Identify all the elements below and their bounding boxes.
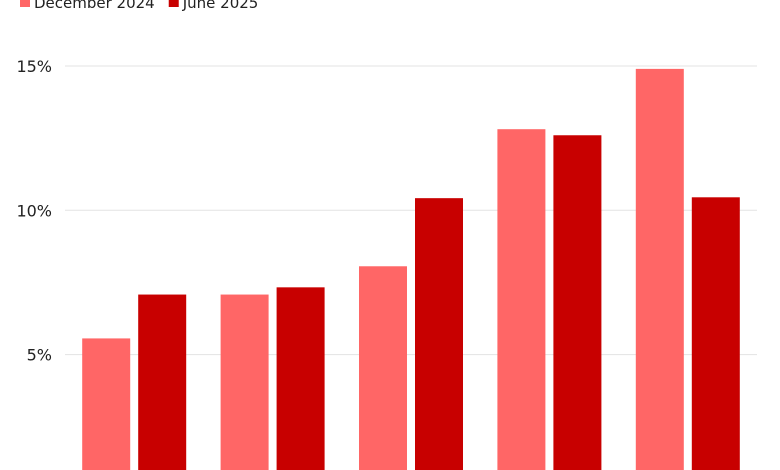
bar bbox=[82, 338, 131, 470]
bar bbox=[691, 197, 740, 470]
bar bbox=[276, 287, 325, 470]
legend-swatch bbox=[168, 0, 179, 7]
bar bbox=[220, 294, 269, 470]
legend-label: December 2024 bbox=[34, 0, 155, 12]
bar bbox=[359, 266, 407, 470]
legend-swatch bbox=[20, 0, 30, 7]
bar bbox=[553, 135, 602, 470]
y-tick-label: 15% bbox=[16, 57, 52, 76]
legend-label: June 2025 bbox=[182, 0, 259, 12]
bar bbox=[415, 198, 463, 470]
y-tick-label: 5% bbox=[27, 346, 52, 365]
y-tick-label: 10% bbox=[16, 201, 52, 220]
bar bbox=[138, 294, 187, 470]
bar bbox=[635, 68, 684, 470]
bar bbox=[497, 129, 546, 470]
